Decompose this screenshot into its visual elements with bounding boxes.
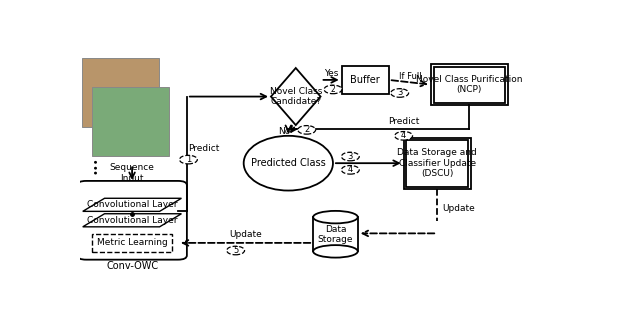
Text: Convolutional Layer: Convolutional Layer: [87, 216, 177, 225]
Polygon shape: [271, 68, 321, 125]
Circle shape: [298, 125, 316, 134]
FancyBboxPatch shape: [92, 234, 172, 252]
Text: Yes: Yes: [324, 69, 339, 78]
Text: 3: 3: [348, 152, 353, 161]
Text: 5: 5: [233, 246, 238, 255]
FancyBboxPatch shape: [434, 66, 505, 103]
Text: Predict: Predict: [188, 144, 220, 153]
Text: Update: Update: [442, 204, 475, 213]
Ellipse shape: [313, 245, 358, 258]
Text: No: No: [278, 128, 291, 137]
Text: Buffer: Buffer: [350, 75, 380, 85]
Text: Novel Class
Candidate?: Novel Class Candidate?: [269, 87, 322, 106]
Text: 2̈: 2̈: [331, 85, 335, 94]
Text: Metric Learning: Metric Learning: [97, 238, 168, 248]
FancyBboxPatch shape: [431, 65, 508, 105]
Circle shape: [391, 89, 408, 97]
Polygon shape: [83, 198, 181, 211]
Text: 4: 4: [401, 131, 406, 140]
Text: 1: 1: [186, 155, 191, 164]
Text: 4: 4: [348, 165, 353, 174]
Circle shape: [341, 152, 359, 161]
Text: Predict: Predict: [388, 117, 419, 126]
Text: Conv-OWC: Conv-OWC: [106, 261, 158, 271]
Text: Update: Update: [229, 230, 262, 239]
Polygon shape: [83, 214, 181, 227]
Text: Novel Class Purification
(NCP): Novel Class Purification (NCP): [416, 75, 523, 94]
Circle shape: [324, 85, 342, 94]
Ellipse shape: [244, 136, 333, 191]
Text: Data
Storage: Data Storage: [317, 225, 353, 244]
Text: Data Storage and
Classifier Update
(DSCU): Data Storage and Classifier Update (DSCU…: [397, 148, 477, 178]
Circle shape: [179, 155, 197, 164]
FancyBboxPatch shape: [342, 66, 388, 94]
Text: •••: •••: [91, 156, 101, 174]
Ellipse shape: [313, 211, 358, 223]
FancyBboxPatch shape: [92, 87, 169, 156]
Circle shape: [341, 166, 359, 174]
Circle shape: [227, 246, 244, 255]
Text: 3: 3: [397, 88, 403, 98]
FancyBboxPatch shape: [404, 138, 470, 189]
Polygon shape: [313, 217, 358, 251]
FancyBboxPatch shape: [83, 58, 159, 128]
Text: 2: 2: [304, 125, 309, 134]
Text: Sequence
Input: Sequence Input: [109, 163, 154, 183]
Text: If Full: If Full: [399, 72, 421, 81]
FancyBboxPatch shape: [406, 140, 468, 187]
Circle shape: [395, 132, 413, 140]
Text: Convolutional Layer: Convolutional Layer: [87, 200, 177, 209]
FancyBboxPatch shape: [77, 181, 187, 260]
Text: Predicted Class: Predicted Class: [251, 158, 326, 168]
